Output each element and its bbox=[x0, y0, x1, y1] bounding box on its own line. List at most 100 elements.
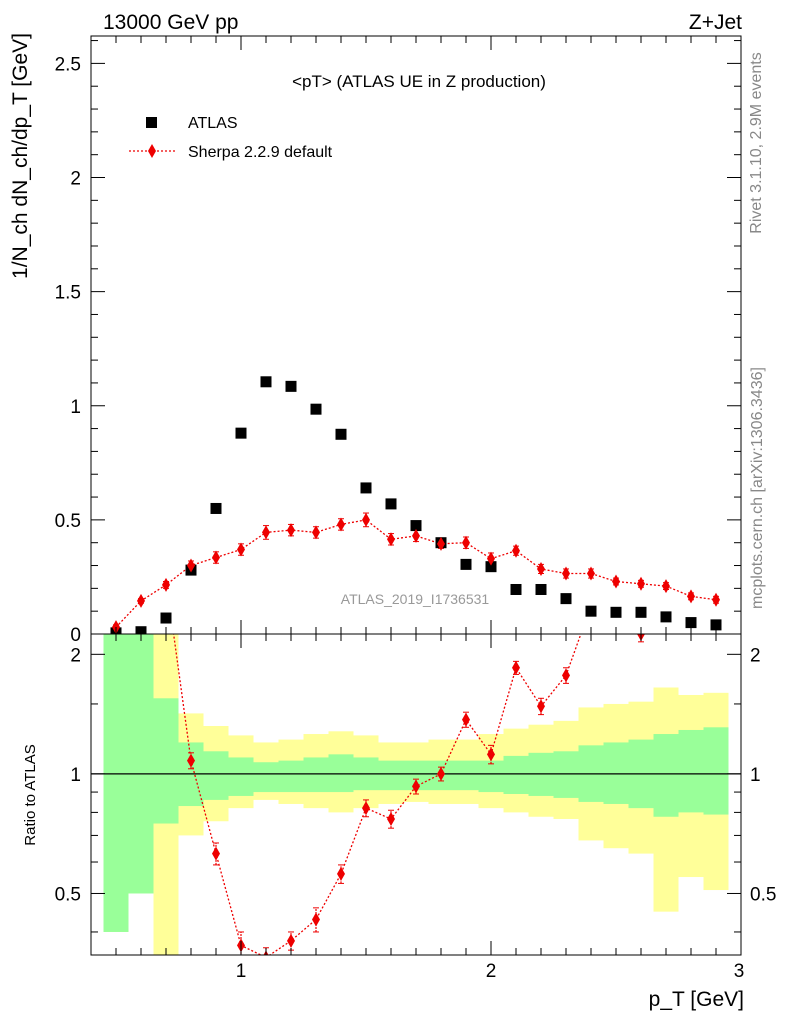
sherpa-point bbox=[162, 577, 170, 592]
atlas-point bbox=[210, 502, 222, 514]
main-y-tick-label: 0.5 bbox=[55, 511, 81, 532]
ratio-y-tick-label-right: 1 bbox=[750, 765, 761, 786]
atlas-point bbox=[535, 583, 547, 595]
atlas-point bbox=[460, 558, 472, 570]
atlas-point bbox=[385, 498, 397, 510]
ratio-point bbox=[312, 912, 320, 927]
main-y-tick-label: 0 bbox=[70, 625, 81, 646]
sherpa-point bbox=[412, 528, 420, 543]
sherpa-point bbox=[137, 593, 145, 608]
legend: ATLAS Sherpa 2.2.9 default bbox=[129, 115, 333, 161]
sherpa-point bbox=[262, 525, 270, 540]
atlas-point bbox=[285, 380, 297, 392]
atlas-point bbox=[160, 612, 172, 624]
chart-title: <pT> (ATLAS UE in Z production) bbox=[292, 72, 546, 91]
sherpa-point bbox=[612, 574, 620, 589]
x-tick-label: 3 bbox=[734, 961, 745, 982]
x-tick-label: 1 bbox=[236, 961, 247, 982]
ratio-point bbox=[687, 561, 695, 575]
main-y-tick-label: 2 bbox=[70, 169, 81, 190]
atlas-point bbox=[510, 583, 522, 595]
ratio-point bbox=[387, 811, 395, 826]
y-axis-label: 1/N_ch dN_ch/dp_T [GeV] bbox=[9, 33, 32, 279]
ratio-band-inner bbox=[103, 634, 129, 932]
process-label: Z+Jet bbox=[689, 11, 742, 34]
legend-atlas-label: ATLAS bbox=[188, 115, 238, 132]
analysis-label: ATLAS_2019_I1736531 bbox=[341, 591, 490, 607]
ratio-band-inner bbox=[228, 757, 254, 796]
ratio-y-tick-label-left: 0.5 bbox=[55, 884, 81, 905]
sherpa-point bbox=[712, 592, 720, 607]
sherpa-point bbox=[287, 523, 295, 538]
sherpa-point bbox=[437, 536, 445, 551]
sherpa-point bbox=[662, 579, 670, 594]
atlas-point bbox=[560, 593, 572, 605]
sherpa-point bbox=[362, 512, 370, 527]
ratio-y-tick-label-left: 1 bbox=[70, 765, 81, 786]
ratio-point bbox=[462, 712, 470, 727]
ratio-point bbox=[137, 306, 145, 320]
sherpa-point bbox=[587, 566, 595, 581]
ratio-y-axis-label: Ratio to ATLAS bbox=[22, 744, 39, 845]
atlas-point bbox=[585, 605, 597, 617]
sherpa-point bbox=[562, 566, 570, 581]
sherpa-point bbox=[462, 535, 470, 550]
legend-sherpa-marker bbox=[148, 144, 156, 158]
ratio-point bbox=[712, 539, 720, 553]
ratio-band-inner bbox=[153, 698, 179, 824]
atlas-point bbox=[360, 482, 372, 494]
ratio-point bbox=[362, 801, 370, 816]
ratio-band-inner bbox=[603, 742, 629, 804]
ratio-band-inner bbox=[503, 755, 529, 794]
ratio-point bbox=[287, 933, 295, 948]
atlas-point bbox=[410, 520, 422, 532]
ratio-point bbox=[187, 753, 195, 768]
ratio-band-inner bbox=[703, 727, 729, 815]
ratio-band-inner bbox=[553, 751, 579, 798]
legend-atlas-marker bbox=[146, 117, 157, 128]
ratio-point bbox=[337, 866, 345, 881]
atlas-point bbox=[710, 619, 722, 631]
atlas-point bbox=[235, 427, 247, 439]
atlas-point bbox=[685, 617, 697, 629]
atlas-point bbox=[660, 611, 672, 623]
sherpa-point bbox=[312, 525, 320, 540]
atlas-point bbox=[635, 606, 647, 618]
main-y-tick-label: 1 bbox=[70, 397, 81, 418]
ratio-band-inner bbox=[478, 760, 504, 793]
ratio-point bbox=[487, 747, 495, 762]
atlas-point bbox=[485, 561, 497, 573]
ratio-point bbox=[112, 458, 120, 472]
ratio-band-inner bbox=[653, 734, 679, 817]
mcplots-url-label: mcplots.cern.ch [arXiv:1306.3436] bbox=[749, 367, 766, 609]
atlas-point bbox=[260, 376, 272, 388]
ratio-band-inner bbox=[128, 634, 154, 894]
sherpa-point bbox=[637, 576, 645, 591]
x-axis-label: p_T [GeV] bbox=[649, 988, 744, 1011]
sherpa-point bbox=[187, 558, 195, 573]
ratio-panel: 0.5 0.5 1 1 2 2 1 2 3 Ratio to ATLAS bbox=[22, 306, 776, 982]
ratio-band-inner bbox=[378, 760, 404, 791]
sherpa-point bbox=[387, 532, 395, 547]
main-panel: <pT> (ATLAS UE in Z production) ATLAS_20… bbox=[9, 33, 742, 646]
ratio-band-inner bbox=[203, 751, 229, 800]
legend-sherpa-label: Sherpa 2.2.9 default bbox=[188, 144, 333, 161]
ratio-point bbox=[412, 779, 420, 794]
ratio-band-inner bbox=[303, 757, 329, 793]
ratio-band-inner bbox=[328, 754, 354, 793]
ratio-y-tick-label-right: 0.5 bbox=[750, 884, 776, 905]
ratio-band-inner bbox=[678, 729, 704, 813]
main-y-tick-label: 1.5 bbox=[55, 283, 81, 304]
sherpa-point bbox=[337, 517, 345, 532]
ratio-point bbox=[562, 668, 570, 683]
main-y-tick-label: 2.5 bbox=[55, 54, 81, 75]
ratio-band-inner bbox=[253, 762, 279, 793]
ratio-point bbox=[212, 846, 220, 861]
ratio-point bbox=[537, 699, 545, 714]
sherpa-point bbox=[212, 550, 220, 565]
sherpa-point bbox=[512, 543, 520, 558]
rivet-version-label: Rivet 3.1.10, 2.9M events bbox=[748, 52, 765, 233]
sherpa-point bbox=[487, 551, 495, 566]
ratio-band-inner bbox=[453, 760, 479, 791]
